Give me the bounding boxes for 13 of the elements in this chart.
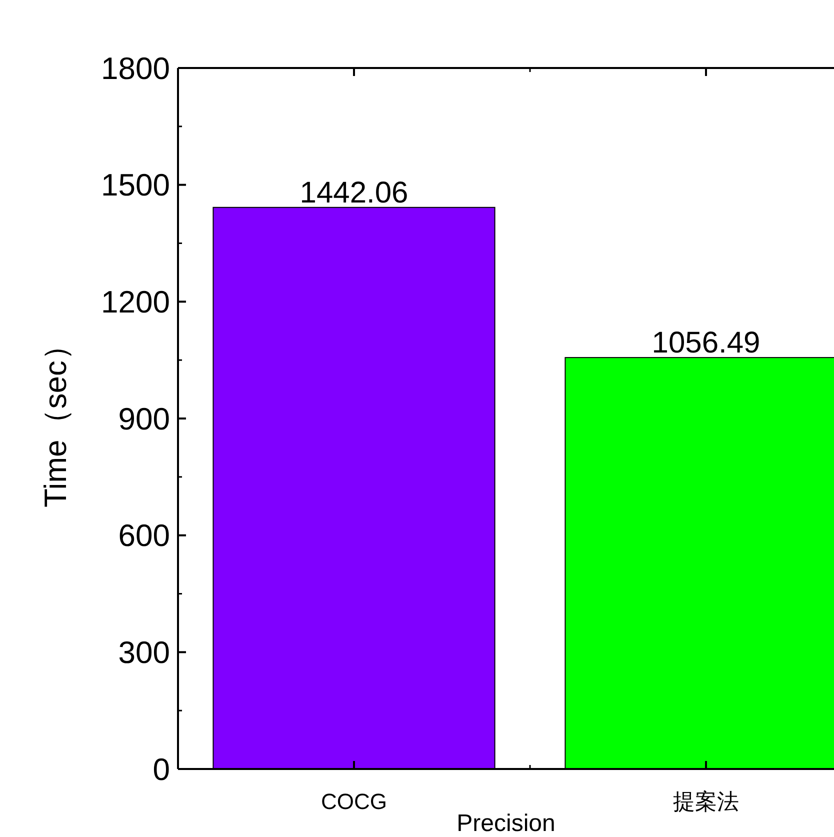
x-tick-label: 提案法 [673, 789, 739, 814]
x-tick-label: COCG [321, 789, 387, 814]
y-tick-label: 300 [118, 635, 170, 670]
y-axis-title: Time（sec） [38, 330, 73, 508]
y-tick-label: 600 [118, 518, 170, 554]
y-tick-label: 1200 [101, 284, 170, 320]
data-label: 1442.06 [300, 176, 408, 210]
x-axis-title: Precision [456, 810, 556, 837]
y-tick-label: 1500 [101, 168, 170, 203]
data-label: 1056.49 [652, 326, 760, 360]
y-tick-label: 900 [118, 401, 170, 436]
y-tick-label: 0 [152, 752, 170, 787]
y-tick-label: 1800 [101, 50, 170, 86]
